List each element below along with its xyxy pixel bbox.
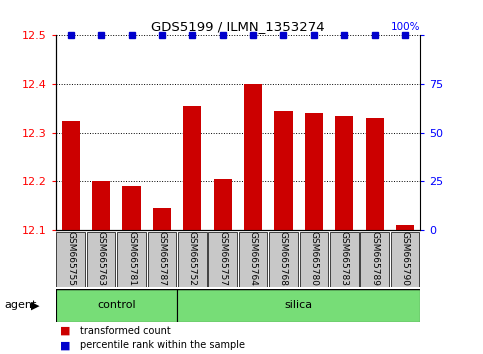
- Bar: [153, 208, 171, 230]
- Bar: [396, 225, 414, 230]
- Bar: [117, 232, 146, 287]
- Text: GSM665757: GSM665757: [218, 231, 227, 286]
- Bar: [56, 289, 177, 322]
- Text: GSM665763: GSM665763: [97, 231, 106, 286]
- Bar: [269, 232, 298, 287]
- Bar: [244, 84, 262, 230]
- Text: transformed count: transformed count: [80, 326, 170, 336]
- Bar: [178, 232, 207, 287]
- Text: ■: ■: [60, 326, 71, 336]
- Text: GSM665752: GSM665752: [188, 231, 197, 286]
- Bar: [299, 232, 328, 287]
- Text: GSM665768: GSM665768: [279, 231, 288, 286]
- Text: ▶: ▶: [31, 300, 40, 310]
- Text: ■: ■: [60, 340, 71, 350]
- Text: percentile rank within the sample: percentile rank within the sample: [80, 340, 245, 350]
- Text: GSM665764: GSM665764: [249, 231, 257, 286]
- Bar: [62, 121, 80, 230]
- Bar: [148, 232, 176, 287]
- Bar: [274, 111, 293, 230]
- Bar: [391, 232, 419, 287]
- Bar: [87, 232, 115, 287]
- Bar: [335, 116, 354, 230]
- Bar: [360, 232, 389, 287]
- Bar: [366, 118, 384, 230]
- Text: GSM665790: GSM665790: [400, 231, 410, 286]
- Bar: [92, 182, 110, 230]
- Bar: [57, 232, 85, 287]
- Title: GDS5199 / ILMN_1353274: GDS5199 / ILMN_1353274: [151, 20, 325, 33]
- Bar: [208, 232, 237, 287]
- Bar: [330, 232, 358, 287]
- Text: agent: agent: [5, 300, 37, 310]
- Bar: [177, 289, 420, 322]
- Text: GSM665755: GSM665755: [66, 231, 75, 286]
- Text: GSM665781: GSM665781: [127, 231, 136, 286]
- Bar: [122, 186, 141, 230]
- Bar: [239, 232, 268, 287]
- Bar: [183, 106, 201, 230]
- Text: 100%: 100%: [391, 22, 420, 32]
- Text: GSM665787: GSM665787: [157, 231, 167, 286]
- Bar: [305, 113, 323, 230]
- Text: silica: silica: [284, 300, 313, 310]
- Text: GSM665789: GSM665789: [370, 231, 379, 286]
- Text: control: control: [97, 300, 136, 310]
- Bar: [213, 179, 232, 230]
- Text: GSM665783: GSM665783: [340, 231, 349, 286]
- Text: GSM665780: GSM665780: [309, 231, 318, 286]
